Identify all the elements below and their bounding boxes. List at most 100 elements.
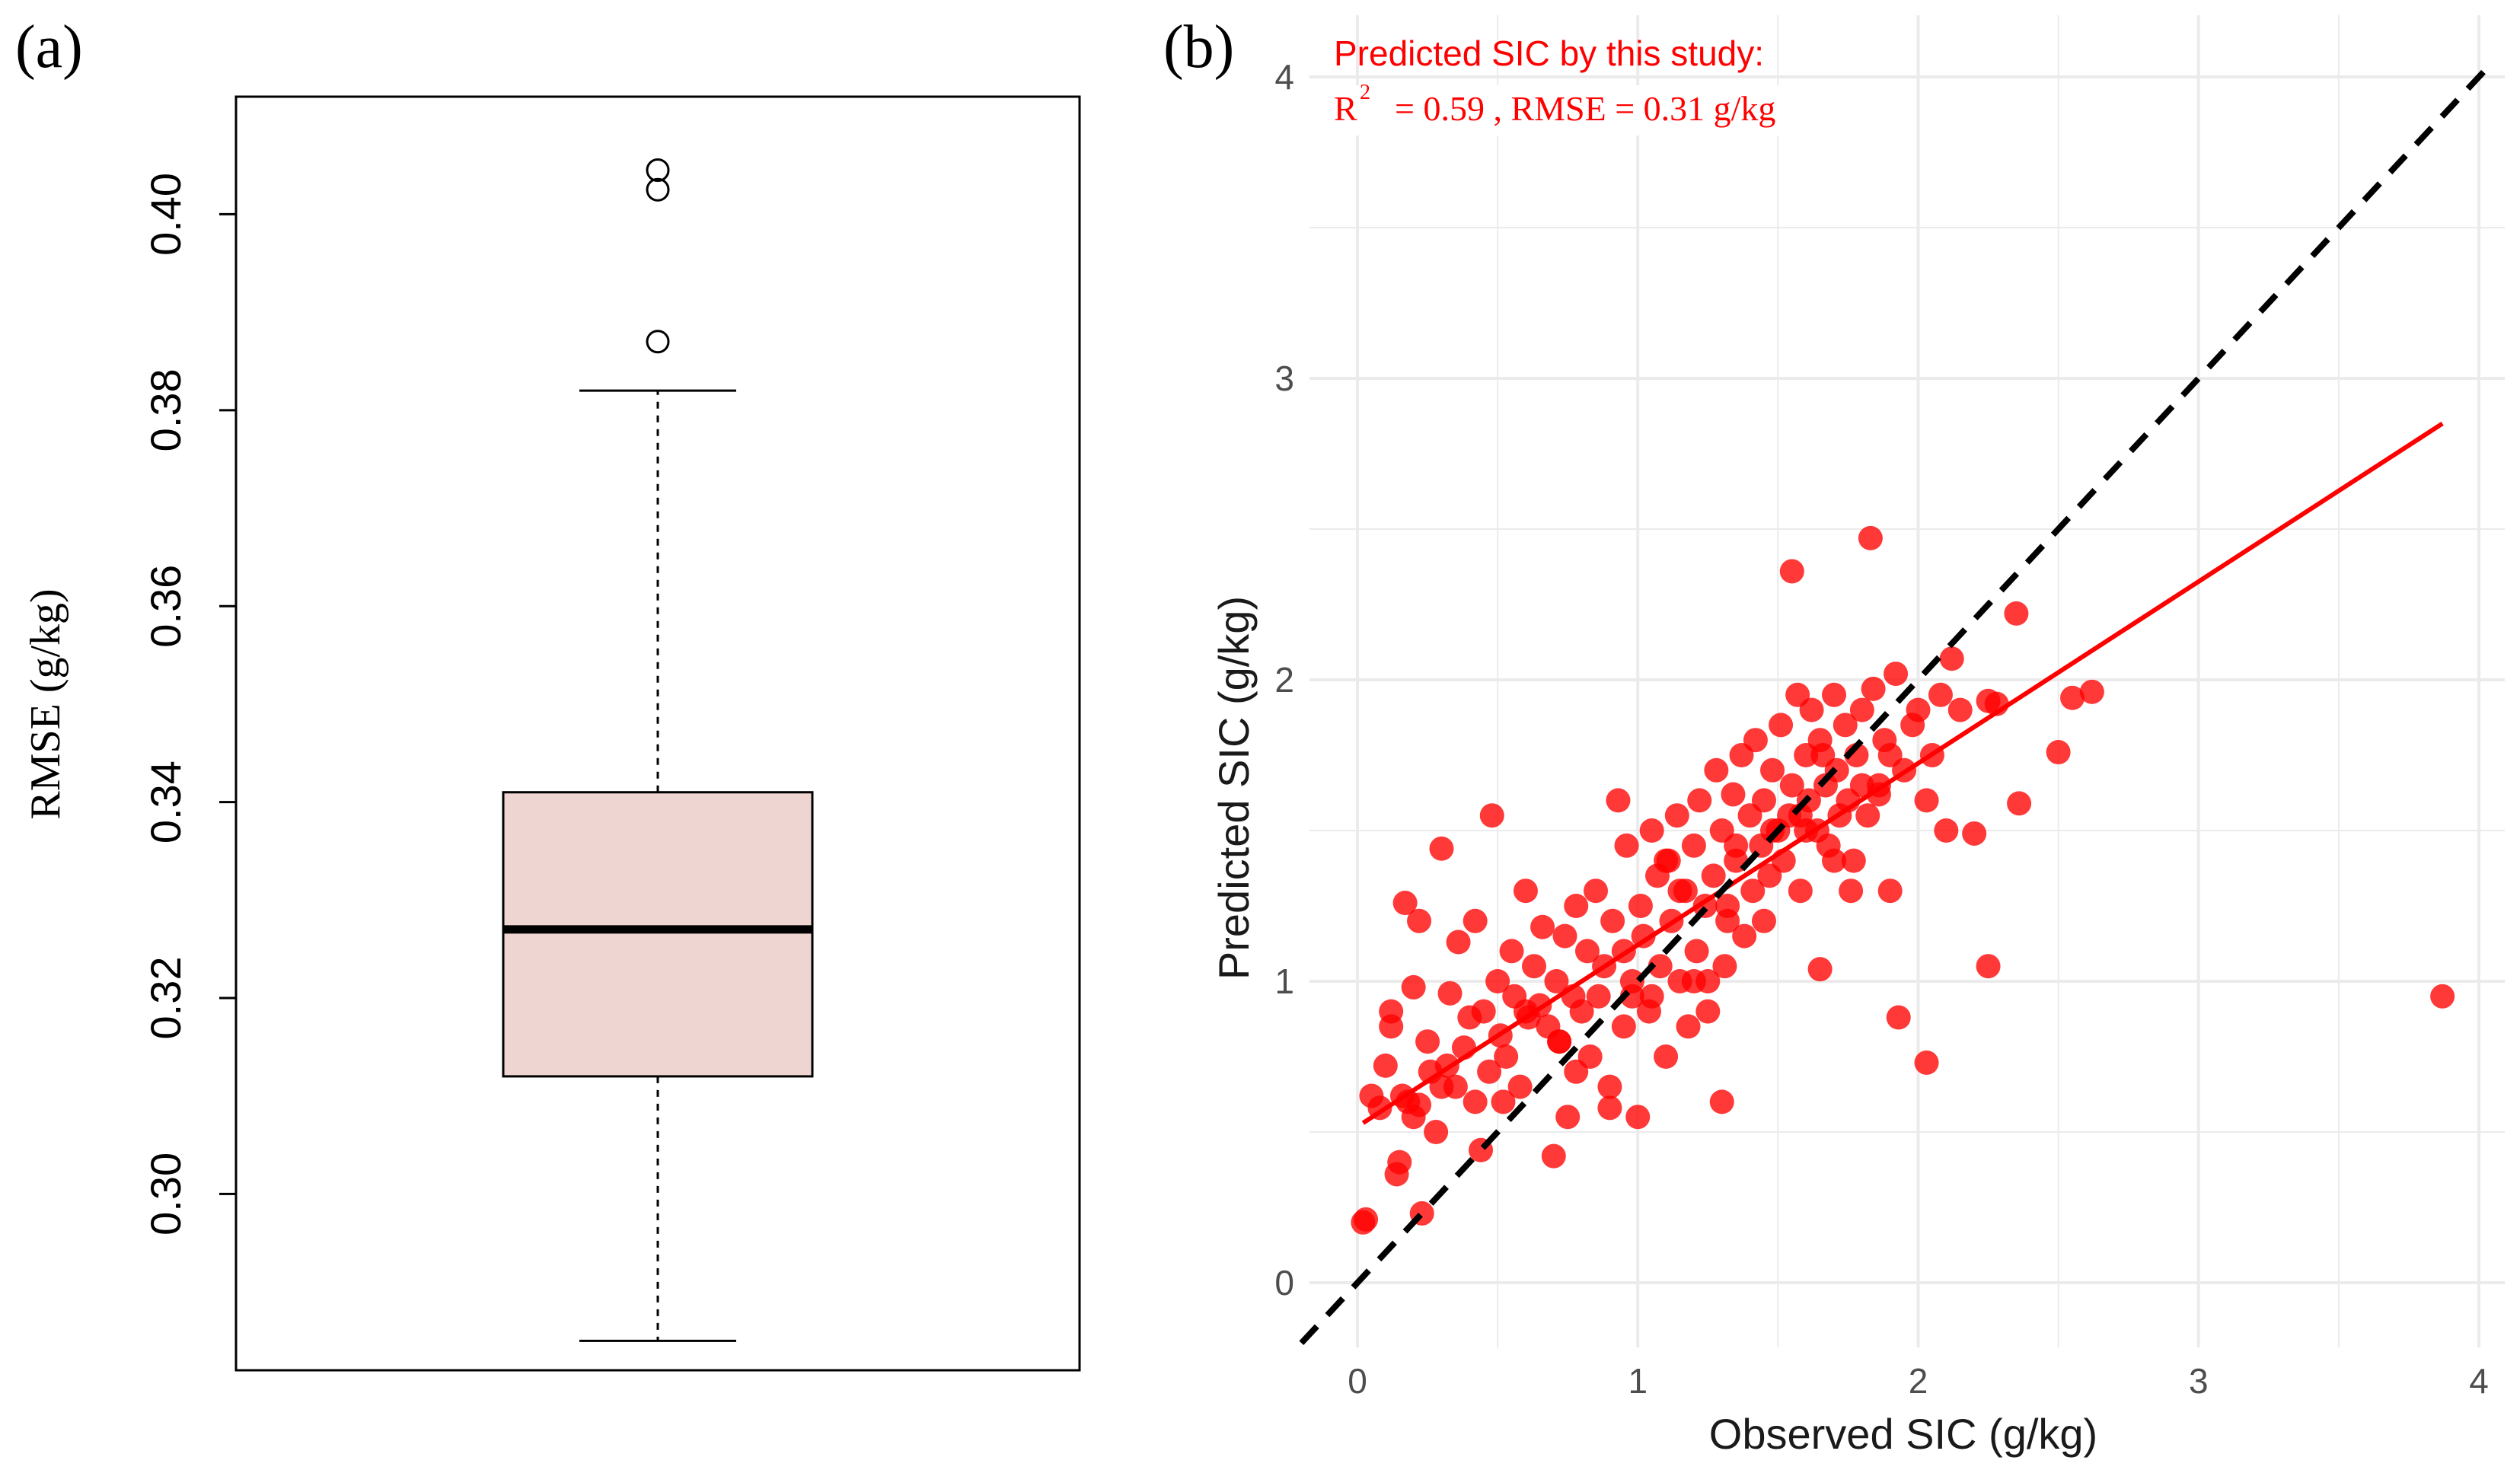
scatter-point: [1914, 788, 1939, 813]
scatter-point: [1779, 559, 1804, 584]
scatter-point: [1628, 894, 1653, 918]
scatter-point: [1822, 682, 1847, 707]
scatter-point: [1521, 954, 1546, 979]
scatter-point: [1724, 833, 1749, 858]
y-tick-label: 0: [1274, 1263, 1294, 1303]
scatter-point: [1760, 818, 1785, 843]
scatter-point: [1513, 999, 1538, 1024]
scatter-point: [1387, 1150, 1412, 1175]
annotation-r: R: [1334, 89, 1357, 128]
scatter-point: [1695, 969, 1721, 993]
scatter-point: [1586, 984, 1611, 1009]
y-tick-label: 1: [1274, 961, 1294, 1001]
y-axis: 0.30 0.32 0.34 0.36 0.38 0.40: [142, 173, 236, 1236]
y-axis-label: RMSE (g/kg): [22, 588, 69, 819]
scatter-point: [1833, 713, 1858, 738]
scatter-point: [1614, 833, 1639, 858]
scatter-point: [1906, 697, 1931, 722]
scatter-point: [1463, 1089, 1488, 1114]
scatter-point: [1477, 1059, 1502, 1084]
scatter-point: [1743, 728, 1768, 753]
scatter-point: [1681, 833, 1706, 858]
scatter-point: [1769, 713, 1794, 738]
scatter-point: [2046, 740, 2071, 765]
scatter-point: [1751, 788, 1776, 813]
reference-lines: [1299, 59, 2496, 1345]
scatter-point: [1976, 954, 2001, 979]
scatter-point: [2060, 685, 2085, 710]
scatter-point: [1606, 788, 1631, 813]
scatter-point: [1701, 863, 1726, 888]
scatter-point: [1494, 1044, 1519, 1069]
scatter-point: [1407, 908, 1432, 933]
scatter-points: [1351, 525, 2455, 1235]
scatter-point: [1507, 1074, 1533, 1099]
stats-annotation: Predicted SIC by this study: R 2 = 0.59 …: [1331, 33, 1864, 136]
scatter-point: [1584, 878, 1609, 904]
scatter-point: [1751, 908, 1776, 933]
scatter-point: [1639, 818, 1664, 843]
scatter-point: [1654, 848, 1679, 873]
y-tick-label: 4: [1274, 57, 1294, 97]
scatter-point: [1934, 818, 1959, 843]
panel-a-label: (a): [15, 14, 83, 81]
scatter-point: [2079, 679, 2104, 704]
identity-line: [1299, 59, 2496, 1345]
scatter-point: [1654, 1044, 1679, 1069]
scatter-point: [1687, 788, 1712, 813]
annotation-stats: = 0.59 , RMSE = 0.31 g/kg: [1395, 89, 1775, 128]
scatter-point: [1721, 782, 1746, 807]
scatter-point: [1928, 682, 1953, 707]
scatter-point: [2004, 601, 2029, 626]
scatter-point: [1429, 836, 1454, 861]
scatter-point: [1709, 1089, 1734, 1114]
scatter-point: [2430, 984, 2455, 1009]
grid: [1309, 15, 2505, 1347]
scatter-point: [1667, 878, 1692, 904]
scatter-point: [1788, 878, 1813, 904]
scatter-point: [1611, 1014, 1636, 1039]
x-tick-label: 1: [1628, 1361, 1648, 1401]
outlier-point: [646, 177, 670, 202]
annotation-background: [1331, 85, 1864, 136]
x-axis-label: Observed SIC (g/kg): [1709, 1410, 2097, 1458]
annotation-title: Predicted SIC by this study:: [1334, 33, 1764, 73]
scatter-panel: (b) 0 1 2 3 4 0 1 2 3 4 Observed SIC (g/kg) Predi…: [1163, 14, 2505, 1458]
scatter-point: [1877, 743, 1903, 767]
scatter-point: [1471, 999, 1496, 1024]
scatter-point: [1600, 908, 1625, 933]
scatter-point: [1631, 923, 1656, 949]
scatter-point: [1479, 803, 1504, 828]
scatter-point: [1861, 676, 1886, 701]
x-tick-label: 3: [2189, 1361, 2209, 1401]
scatter-point: [1841, 848, 1866, 873]
scatter-point: [1354, 1207, 1379, 1232]
x-tick-label: 0: [1348, 1361, 1367, 1401]
scatter-point: [1886, 1005, 1911, 1030]
y-tick-label: 2: [1274, 660, 1294, 700]
scatter-point: [1807, 957, 1833, 982]
scatter-point: [1839, 878, 1864, 904]
scatter-point: [1914, 1050, 1939, 1075]
scatter-point: [1939, 646, 1964, 671]
scatter-point: [1664, 803, 1689, 828]
scatter-point: [1530, 914, 1555, 939]
scatter-point: [1373, 1053, 1398, 1078]
boxplot-panel: (a) RMSE (g/kg) 0.30 0.32 0.34 0.36 0.38 0.40: [15, 14, 1081, 1372]
scatter-point: [1684, 939, 1709, 964]
scatter-point: [1597, 1095, 1622, 1121]
scatter-point: [1866, 782, 1891, 807]
annotation-superscript: 2: [1360, 81, 1370, 104]
y-tick-label: 3: [1274, 359, 1294, 398]
plot-frame: [234, 95, 1081, 1372]
scatter-point: [1564, 894, 1589, 918]
scatter-point: [1597, 1074, 1622, 1099]
scatter-point: [1625, 1105, 1651, 1130]
scatter-point: [1564, 1059, 1589, 1084]
scatter-point: [1855, 803, 1880, 828]
boxplot: [502, 158, 814, 1342]
scatter-point: [1712, 954, 1737, 979]
scatter-point: [1392, 891, 1418, 916]
scatter-point: [1463, 908, 1488, 933]
